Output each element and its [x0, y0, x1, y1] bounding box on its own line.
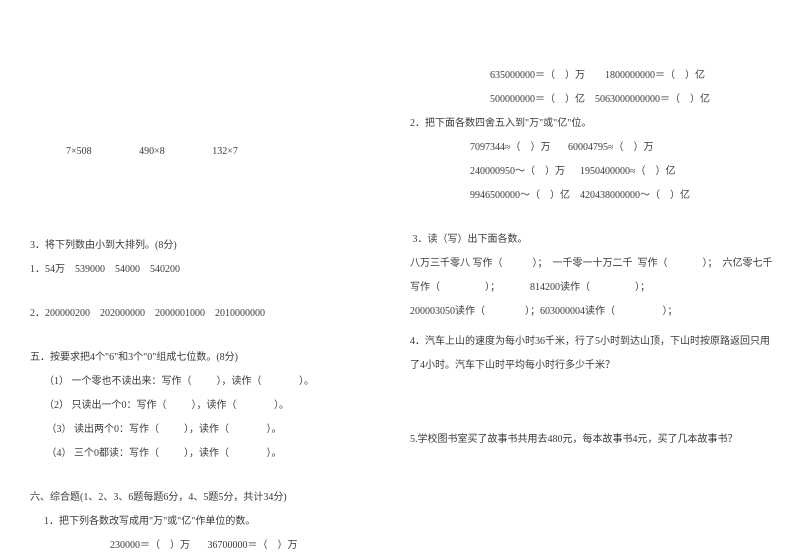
section5-item2: （2） 只读出一个0：写作（ ），读作（ ）。	[30, 394, 380, 418]
q3-line2: 2．200000200 202000000 2000001000 2010000…	[30, 302, 380, 326]
sec3-row1: 八万三千零八 写作（ ）； 一千零一十万二千 写作（ ）； 六亿零七千	[410, 252, 770, 276]
section6-title: 六、综合题(1、2、3、6题每题6分，4、5题5分，共计34分)	[30, 486, 380, 510]
section5-item1: （1） 一个零也不读出来：写作（ ），读作（ ）。	[30, 370, 380, 394]
sec3-title: 3．读（写）出下面各数。	[410, 228, 770, 252]
sec1-row2: 500000000＝（ ）亿 5063000000000＝（ ）亿	[410, 88, 770, 112]
q3-title: 3．将下列数由小到大排列。(8分)	[30, 234, 380, 258]
section6-q1: 1．把下列各数改写成用"万"或"亿"作单位的数。	[30, 510, 380, 534]
sec3-row2: 写作（ ）； 814200读作（ ）；	[410, 276, 770, 300]
sec2-row2: 240000950～（ ）万 1950400000≈（ ）亿	[410, 160, 770, 184]
sec2-row1: 7097344≈（ ）万 60004795≈（ ）万	[410, 136, 770, 160]
sec5-question: 5.学校图书室买了故事书共用去480元，每本故事书4元，买了几本故事书？	[410, 428, 770, 452]
sec2-row3: 9946500000～（ ）亿 420438000000～（ ）亿	[410, 184, 770, 208]
section5-item3: （3） 读出两个0：写作（ ），读作（ ）。	[30, 418, 380, 442]
sec3-row3: 200003050读作（ ）；603000004读作（ ）；	[410, 300, 770, 324]
section6-q1-row: 230000＝（ ）万 36700000＝（ ）万	[30, 534, 380, 558]
section5-item4: （4） 三个0都读：写作（ ），读作（ ）。	[30, 442, 380, 466]
sec4-question: 4．汽车上山的速度为每小时36千米，行了5小时到达山顶，下山时按原路返回只用了4…	[410, 330, 770, 378]
sec1-row1: 635000000＝（ ）万 1800000000＝（ ）亿	[410, 64, 770, 88]
q3-line1: 1．54万 539000 54000 540200	[30, 258, 380, 282]
mult-expressions: 7×508 490×8 132×7	[30, 140, 380, 164]
section5-title: 五．按要求把4个"6"和3个"0"组成七位数。(8分)	[30, 346, 380, 370]
sec2-title: 2．把下面各数四舍五入到"万"或"亿"位。	[410, 112, 770, 136]
